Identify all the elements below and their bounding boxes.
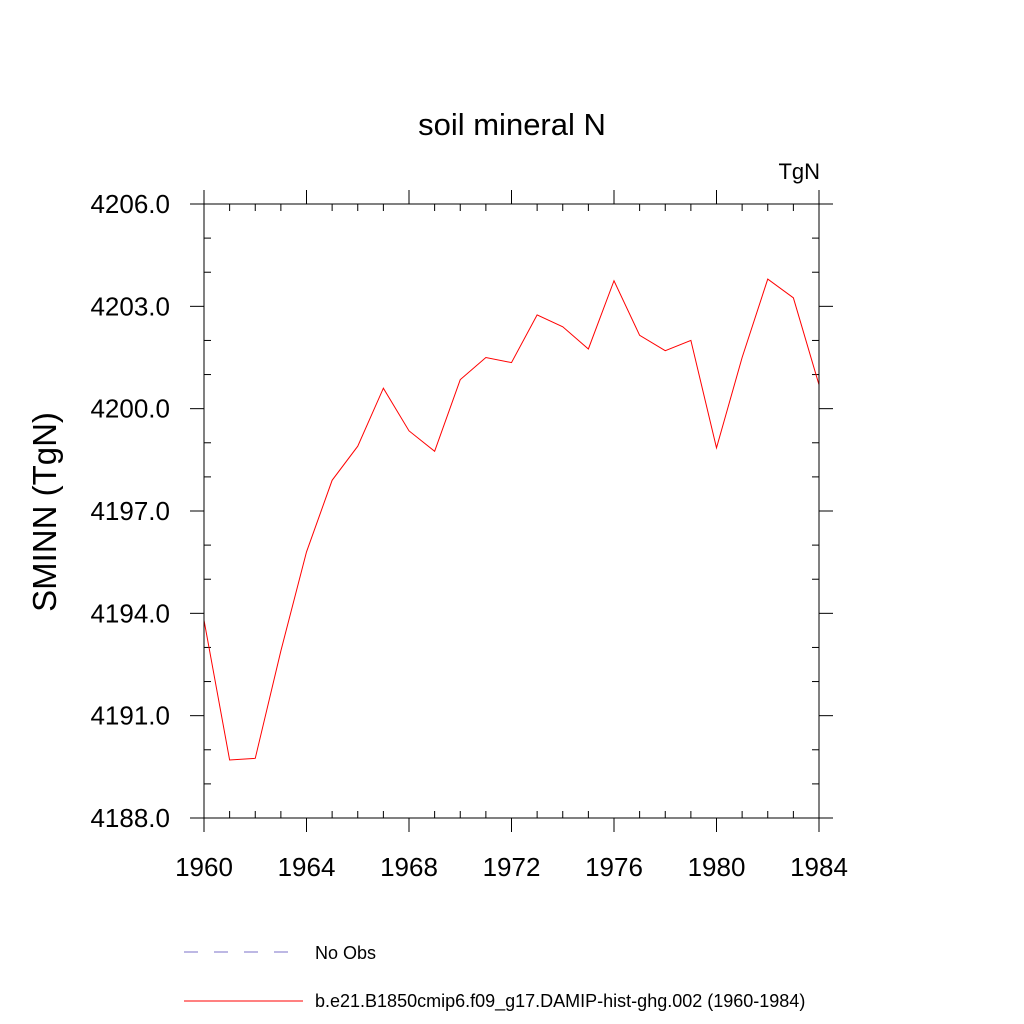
x-tick-label: 1964 xyxy=(278,852,336,882)
legend-label-model: b.e21.B1850cmip6.f09_g17.DAMIP-hist-ghg.… xyxy=(315,991,805,1012)
chart-title: soil mineral N xyxy=(418,107,606,142)
plot-frame xyxy=(203,203,820,819)
y-axis-label: SMINN (TgN) xyxy=(26,412,63,612)
units-label: TgN xyxy=(778,159,820,184)
legend-label-no-obs: No Obs xyxy=(315,943,376,963)
y-tick-label: 4188.0 xyxy=(90,803,170,833)
axis-ticks xyxy=(190,190,833,832)
x-tick-label: 1980 xyxy=(688,852,746,882)
series-line-1 xyxy=(203,278,820,761)
x-tick-label: 1976 xyxy=(585,852,643,882)
y-tick-label: 4191.0 xyxy=(90,701,170,731)
y-tick-label: 4194.0 xyxy=(90,598,170,628)
legend: No Obs b.e21.B1850cmip6.f09_g17.DAMIP-hi… xyxy=(184,943,805,1012)
x-tick-label: 1984 xyxy=(790,852,848,882)
x-tick-label: 1972 xyxy=(483,852,541,882)
series-layer xyxy=(203,278,820,761)
y-tick-label: 4200.0 xyxy=(90,394,170,424)
y-tick-label: 4197.0 xyxy=(90,496,170,526)
tick-labels: 1960 1964 1968 1972 1976 1980 1984 4188.0 4191.0… xyxy=(90,189,847,882)
y-tick-label: 4206.0 xyxy=(90,189,170,219)
x-tick-label: 1960 xyxy=(175,852,233,882)
y-tick-label: 4203.0 xyxy=(90,291,170,321)
x-tick-label: 1968 xyxy=(380,852,438,882)
